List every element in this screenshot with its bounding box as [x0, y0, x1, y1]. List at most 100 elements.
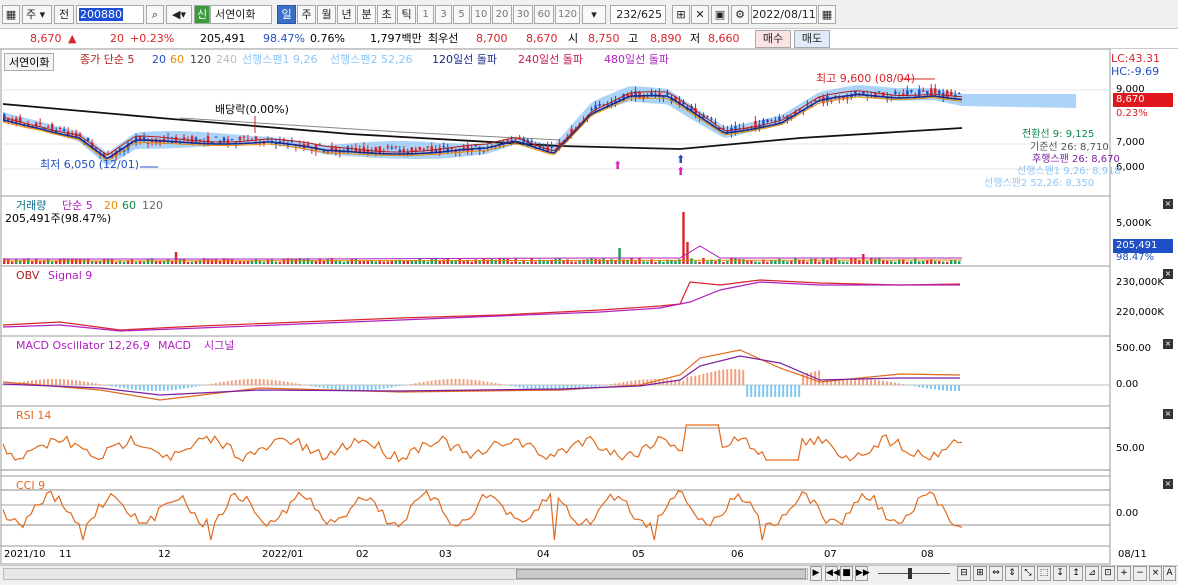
- interval-5[interactable]: 5: [453, 5, 470, 24]
- volume-bar: [470, 261, 473, 264]
- tab-price[interactable]: 서연이화: [4, 53, 55, 71]
- sell-button[interactable]: 매도: [794, 30, 830, 48]
- volume-bar: [318, 259, 322, 264]
- volume-bar: [402, 260, 405, 264]
- zoom-in-icon[interactable]: +: [1117, 566, 1131, 581]
- close-icon[interactable]: ×: [1163, 339, 1173, 349]
- search-icon[interactable]: ⌕: [146, 5, 164, 24]
- tool-icon[interactable]: ↥: [1069, 566, 1083, 581]
- zoom-out-icon[interactable]: −: [1133, 566, 1147, 581]
- macd-osc-bar: [838, 379, 841, 385]
- tool-icon[interactable]: ⬚: [1037, 566, 1051, 581]
- macd-osc-bar: [798, 385, 801, 397]
- prev-button[interactable]: 전: [54, 5, 74, 24]
- close-icon[interactable]: ×: [1163, 479, 1173, 489]
- tool-icon[interactable]: ↧: [1053, 566, 1067, 581]
- tool-icon[interactable]: ⤡: [1021, 566, 1035, 581]
- tool-icon[interactable]: ⇕: [1005, 566, 1019, 581]
- stock-name-field[interactable]: 서연이화: [210, 5, 272, 24]
- macd-osc-bar: [266, 379, 269, 385]
- tool-icon[interactable]: ⊞: [973, 566, 987, 581]
- buy-button[interactable]: 매수: [755, 30, 791, 48]
- tab-second[interactable]: 초: [377, 5, 396, 24]
- zoom-slider[interactable]: [878, 567, 950, 580]
- tool-icon[interactable]: ⊡: [1101, 566, 1115, 581]
- stop-icon[interactable]: ■: [840, 566, 853, 581]
- font-icon[interactable]: A: [1163, 566, 1176, 581]
- calendar-icon[interactable]: ▦: [818, 5, 836, 24]
- gear-icon[interactable]: ⚙: [731, 5, 749, 24]
- candle-body: [10, 119, 14, 122]
- tool-icon[interactable]: ⇔: [989, 566, 1003, 581]
- volume-bar: [590, 258, 593, 264]
- interval-30[interactable]: 30: [513, 5, 533, 24]
- interval-120[interactable]: 120: [555, 5, 580, 24]
- macd-osc-bar: [710, 371, 713, 385]
- ichimoku-span1: 선행스팬1 9,26: 8,918: [1017, 166, 1121, 177]
- interval-60[interactable]: 60: [534, 5, 554, 24]
- close-icon[interactable]: ×: [1163, 269, 1173, 279]
- macd-osc-bar: [682, 380, 685, 385]
- interval-combo[interactable]: ▾: [582, 5, 606, 24]
- ichimoku-conversion: 전환선 9: 9,125: [1022, 129, 1095, 140]
- volume-bar: [950, 259, 953, 264]
- period-combo[interactable]: 주 ▾: [22, 5, 52, 24]
- close-icon[interactable]: ×: [1149, 566, 1162, 581]
- date-field[interactable]: 2022/08/11: [751, 5, 817, 24]
- tab-week[interactable]: 주: [297, 5, 316, 24]
- candle-body: [198, 139, 202, 142]
- macd-osc-bar: [938, 385, 941, 390]
- interval-1[interactable]: 1: [417, 5, 434, 24]
- macd-osc-bar: [778, 385, 781, 397]
- close-icon[interactable]: ×: [1163, 199, 1173, 209]
- macd-osc-bar: [62, 379, 65, 385]
- tool-icon[interactable]: ⊞: [672, 5, 690, 24]
- scroll-right-icon[interactable]: ▶: [810, 566, 822, 581]
- tab-year[interactable]: 년: [337, 5, 356, 24]
- candle-body: [26, 123, 30, 126]
- volume-bar: [462, 260, 465, 264]
- tool-icon[interactable]: ⊟: [957, 566, 971, 581]
- scroll-thumb[interactable]: [516, 569, 806, 579]
- volume-bar: [606, 260, 609, 264]
- macd-osc-bar: [578, 385, 581, 390]
- save-icon[interactable]: ▣: [711, 5, 729, 24]
- candle-body: [726, 130, 729, 133]
- interval-3[interactable]: 3: [435, 5, 452, 24]
- interval-10[interactable]: 10: [471, 5, 491, 24]
- volume-bar: [874, 258, 877, 264]
- interval-20[interactable]: 20: [492, 5, 512, 24]
- speaker-icon[interactable]: ◀︎▾: [166, 5, 192, 24]
- rewind-icon[interactable]: ◀◀: [825, 566, 840, 581]
- macd-osc-bar: [958, 385, 961, 391]
- macd-osc-bar: [882, 380, 885, 385]
- grid-icon[interactable]: ▦: [2, 5, 20, 24]
- tool-icon[interactable]: ✕: [691, 5, 709, 24]
- macd-osc-bar: [878, 380, 881, 385]
- chart-area[interactable]: ⬆ ⬆⬆: [0, 49, 1178, 585]
- tool-icon[interactable]: ⊿: [1085, 566, 1099, 581]
- close-icon[interactable]: ×: [1163, 409, 1173, 419]
- candle-body: [814, 100, 817, 102]
- legend-span1: 선행스팬1 9,26: [242, 53, 318, 66]
- volume-bar: [806, 261, 809, 264]
- tab-minute[interactable]: 분: [357, 5, 376, 24]
- volume-bar: [858, 260, 861, 264]
- candle-body: [666, 93, 669, 95]
- forward-icon[interactable]: ▶▶: [855, 566, 870, 581]
- macd-osc-bar: [126, 385, 129, 390]
- volume-bar: [854, 258, 857, 264]
- macd-osc-bar: [190, 385, 193, 388]
- volume-bar: [718, 258, 721, 264]
- tab-tick[interactable]: 틱: [397, 5, 416, 24]
- volume-bar: [898, 259, 901, 264]
- tab-month[interactable]: 월: [317, 5, 336, 24]
- tab-day[interactable]: 일: [277, 5, 296, 24]
- count-field[interactable]: 232/625: [610, 5, 666, 24]
- volume-bar: [674, 260, 677, 264]
- code-input[interactable]: 200880: [76, 5, 144, 24]
- volume-bar: [10, 261, 14, 264]
- volume-bar: [386, 261, 389, 264]
- macd-osc-bar: [530, 385, 533, 390]
- pane-frame: [0, 195, 1111, 267]
